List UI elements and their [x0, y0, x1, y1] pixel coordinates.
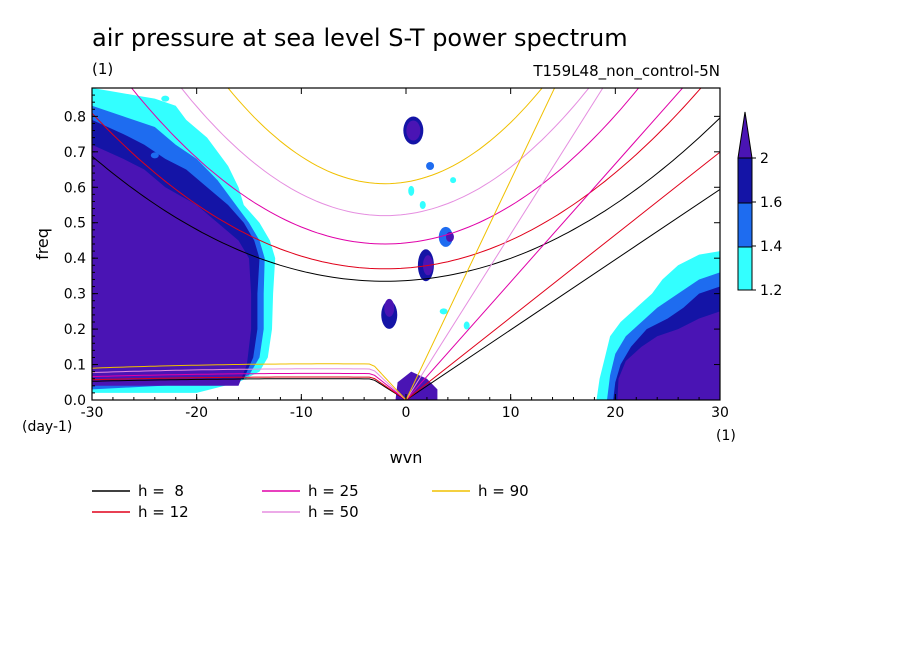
kelvin-line-0: [405, 188, 720, 400]
speck-1: [161, 95, 170, 102]
ig-curve-4: [227, 88, 543, 185]
right-region-level-4: [617, 311, 720, 400]
kelvin-line-1: [405, 151, 720, 400]
units-label: (1): [92, 60, 113, 78]
y-tick-label: 0.6: [64, 180, 86, 196]
speck-3: [204, 148, 211, 155]
colorbar-segment-2: [737, 157, 753, 204]
kelvin-line-2: [405, 88, 684, 400]
x-tick-label: -20: [185, 405, 208, 421]
peak-0p62: [450, 177, 457, 184]
peak-0p46: [438, 226, 453, 247]
peak-0p66: [426, 162, 435, 170]
legend-label-2: h = 25: [308, 482, 359, 500]
y-axis-label: freq: [33, 228, 52, 260]
x-tick-label: 10: [502, 405, 520, 421]
rossby-curve-0: [92, 378, 407, 400]
x-tick-label: -30: [81, 405, 104, 421]
run-label: T159L48_non_control-5N: [532, 62, 720, 81]
plot-area: [92, 88, 720, 400]
colorbar-arrow: [737, 111, 753, 159]
y-tick-label: 0.8: [64, 109, 86, 125]
rossby-curve-2: [92, 372, 407, 400]
x-unit-label: (1): [716, 428, 736, 444]
x-tick-label: 0: [402, 405, 411, 421]
peak-0p21: [463, 321, 470, 330]
legend-label-3: h = 50: [308, 503, 359, 521]
colorbar-segment-0: [737, 246, 753, 291]
colorbar-segment-1: [737, 202, 753, 248]
y-tick-label: 0.7: [64, 145, 86, 161]
ig-curve-0: [92, 117, 720, 282]
ig-curve-3: [180, 88, 590, 217]
ig-curve-2: [130, 88, 640, 245]
speck-2: [150, 152, 159, 159]
y-tick-label: 0.3: [64, 287, 86, 303]
y-tick-label: 0.1: [64, 358, 86, 374]
legend: h = 8 h = 12 h = 25 h = 50 h = 90: [92, 482, 529, 521]
dispersion-curves: [92, 88, 720, 400]
x-axis-label: wvn: [390, 448, 423, 467]
rossby-curve-3: [92, 368, 407, 400]
legend-label-0: h = 8: [138, 482, 184, 500]
peak-0p24-core: [384, 298, 395, 317]
legend-label-1: h = 12: [138, 503, 189, 521]
x-tick-label: 30: [711, 405, 729, 421]
x-tick-label: -10: [290, 405, 313, 421]
peak-0p59: [408, 185, 415, 196]
origin-peak: [395, 371, 438, 400]
left-region-level-4: [92, 144, 252, 386]
kelvin-line-4: [405, 88, 556, 400]
colorbar: 1.2 1.4 1.6 2: [737, 111, 782, 299]
peak-0p55: [419, 201, 426, 209]
rossby-curve-1: [92, 376, 407, 400]
legend-label-4: h = 90: [478, 482, 529, 500]
peak-0p76-core: [406, 120, 421, 141]
colorbar-label: 1.2: [760, 283, 782, 299]
ig-curve-1: [92, 88, 702, 270]
y-tick-label: 0.0: [64, 393, 86, 409]
x-tick-label: 20: [606, 405, 624, 421]
y-unit-label: (day-1): [22, 419, 72, 435]
y-tick-label: 0.5: [64, 216, 86, 232]
axis-ticks: -30 -20 -10 0 10 20 30 0.0 0.1 0.2 0.3 0.4 0.5 0.6 0.7…: [64, 88, 729, 421]
y-tick-label: 0.4: [64, 251, 86, 267]
colorbar-label: 2: [760, 151, 769, 167]
peak-0p25: [439, 308, 448, 315]
rossby-curve-4: [92, 363, 407, 400]
y-tick-label: 0.2: [64, 322, 86, 338]
colorbar-label: 1.6: [760, 195, 782, 211]
kelvin-line-3: [405, 88, 604, 400]
colorbar-label: 1.4: [760, 239, 782, 255]
chart-title: air pressure at sea level S-T power spec…: [92, 24, 628, 52]
